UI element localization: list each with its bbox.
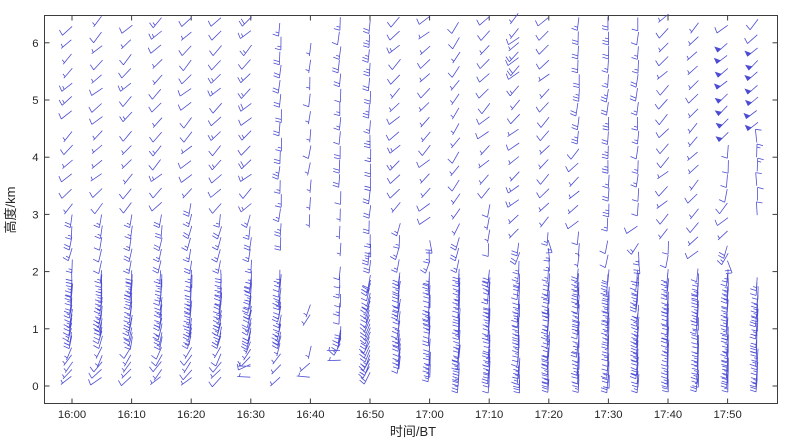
wind-barb-strokes — [358, 20, 372, 385]
wind-barb-strokes — [416, 16, 433, 383]
wind-barb-pennant — [714, 71, 722, 78]
barb-column-17:25 — [565, 17, 580, 393]
y-axis-title: 高度/km — [3, 187, 18, 234]
wind-barb-pennant — [743, 112, 751, 119]
x-tick-label: 16:20 — [177, 409, 205, 421]
barb-column-16:35 — [269, 22, 282, 387]
y-tick-label: 5 — [32, 95, 38, 107]
x-tick-label: 17:20 — [535, 409, 563, 421]
x-tick-label: 16:30 — [237, 409, 265, 421]
wind-barb-pennant — [715, 136, 723, 142]
y-tick-label: 1 — [32, 324, 38, 336]
wind-barb-strokes — [654, 13, 670, 393]
x-tick-label: 16:00 — [58, 409, 86, 421]
wind-barb-pennant — [744, 124, 752, 131]
wind-barb-strokes — [58, 26, 74, 385]
barb-column-17:50 — [713, 24, 733, 393]
x-tick-label: 17:40 — [654, 409, 682, 421]
wind-barb-pennant — [713, 57, 721, 64]
x-tick-label: 17:00 — [415, 409, 443, 421]
y-tick-label: 4 — [32, 152, 38, 164]
wind-barb-pennant — [744, 74, 752, 81]
wind-barb-pennant — [745, 64, 753, 71]
x-tick-label: 16:10 — [117, 409, 145, 421]
wind-barb-strokes — [296, 42, 312, 378]
barb-column-17:10 — [475, 16, 491, 394]
x-tick-label: 16:40 — [296, 409, 324, 421]
barb-column-17:35 — [624, 17, 641, 394]
wind-barb-pennant — [714, 46, 722, 53]
wind-barb-strokes — [236, 16, 252, 378]
wind-barb-strokes — [744, 18, 764, 393]
wind-barb-pennant — [744, 88, 752, 95]
wind-barb-strokes — [269, 22, 282, 387]
barb-column-16:05 — [88, 16, 103, 386]
wind-barb-strokes — [505, 13, 521, 394]
y-tick-label: 0 — [32, 381, 38, 393]
barb-column-16:30 — [236, 16, 252, 378]
wind-barb-strokes — [447, 21, 461, 394]
barb-column-17:40 — [654, 13, 670, 393]
wind-barb-strokes — [624, 17, 641, 394]
wind-barb-pennant — [744, 50, 752, 57]
wind-barb-strokes — [599, 16, 610, 394]
wind-barb-strokes — [714, 24, 733, 393]
barb-column-17:20 — [535, 17, 553, 393]
wind-barb-pennant — [713, 83, 721, 90]
barb-column-17:15 — [505, 13, 521, 394]
x-tick-label: 16:50 — [356, 409, 384, 421]
wind-barb-strokes — [207, 17, 223, 388]
wind-barbs-layer — [58, 13, 764, 394]
barb-column-17:55 — [743, 18, 764, 393]
plot-frame — [44, 15, 778, 404]
barb-column-17:45 — [684, 22, 699, 393]
wind-barb-strokes — [565, 17, 580, 393]
barb-column-16:55 — [385, 16, 401, 374]
axis-ticks — [44, 15, 778, 404]
barb-column-16:10 — [117, 24, 133, 386]
y-tick-label: 6 — [32, 38, 38, 50]
x-tick-label: 17:10 — [475, 409, 503, 421]
barb-column-17:00 — [416, 16, 433, 383]
barb-column-16:20 — [177, 17, 193, 386]
wind-barb-pennant — [745, 99, 753, 106]
wind-barb-strokes — [684, 22, 699, 393]
barb-column-17:05 — [447, 21, 461, 394]
axis-tick-labels: 16:00 16:10 16:20 16:30 16:40 16:50 17:00 17:10… — [32, 38, 742, 421]
barb-column-16:45 — [326, 17, 342, 361]
wind-barb-strokes — [475, 16, 491, 394]
wind-barb-strokes — [177, 17, 193, 386]
barb-column-16:40 — [296, 42, 312, 378]
x-tick-label: 17:30 — [594, 409, 622, 421]
wind-barb-strokes — [147, 17, 163, 386]
x-tick-label: 17:50 — [713, 409, 741, 421]
barb-column-16:15 — [147, 17, 163, 386]
barb-column-17:30 — [599, 16, 610, 394]
wind-barb-strokes — [326, 17, 342, 361]
wind-barb-pennant — [714, 97, 722, 104]
barb-column-16:25 — [207, 17, 223, 388]
y-tick-label: 2 — [32, 267, 38, 279]
barb-column-16:50 — [358, 20, 372, 385]
wind-barb-strokes — [385, 16, 401, 374]
wind-barb-pennant — [715, 122, 723, 129]
wind-barb-pennant — [714, 110, 723, 116]
barb-column-16:00 — [58, 26, 74, 385]
wind-barb-strokes — [88, 16, 103, 386]
wind-barb-strokes — [535, 17, 553, 393]
y-tick-label: 3 — [32, 209, 38, 221]
wind-barb-strokes — [117, 24, 133, 386]
x-axis-title: 时间/BT — [390, 424, 436, 439]
